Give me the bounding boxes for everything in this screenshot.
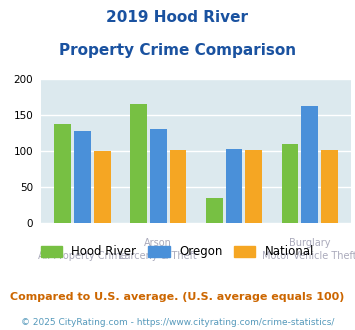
Legend: Hood River, Oregon, National: Hood River, Oregon, National (36, 241, 319, 263)
Bar (282, 144, 299, 223)
Text: Compared to U.S. average. (U.S. average equals 100): Compared to U.S. average. (U.S. average … (10, 292, 345, 302)
Bar (94, 151, 110, 223)
Text: 2019 Hood River: 2019 Hood River (106, 10, 248, 25)
Text: Motor Vehicle Theft: Motor Vehicle Theft (262, 251, 355, 261)
Text: Burglary: Burglary (289, 238, 331, 248)
Bar (226, 149, 242, 223)
Bar (170, 150, 186, 223)
Bar (245, 150, 262, 223)
Bar (321, 150, 338, 223)
Bar (150, 129, 166, 223)
Text: © 2025 CityRating.com - https://www.cityrating.com/crime-statistics/: © 2025 CityRating.com - https://www.city… (21, 318, 334, 327)
Bar (206, 198, 223, 223)
Text: Property Crime Comparison: Property Crime Comparison (59, 43, 296, 58)
Text: Arson: Arson (144, 238, 172, 248)
Bar (54, 124, 71, 223)
Text: Larceny & Theft: Larceny & Theft (119, 251, 197, 261)
Bar (301, 107, 318, 223)
Bar (74, 131, 91, 223)
Bar (130, 104, 147, 223)
Text: All Property Crime: All Property Crime (38, 251, 127, 261)
